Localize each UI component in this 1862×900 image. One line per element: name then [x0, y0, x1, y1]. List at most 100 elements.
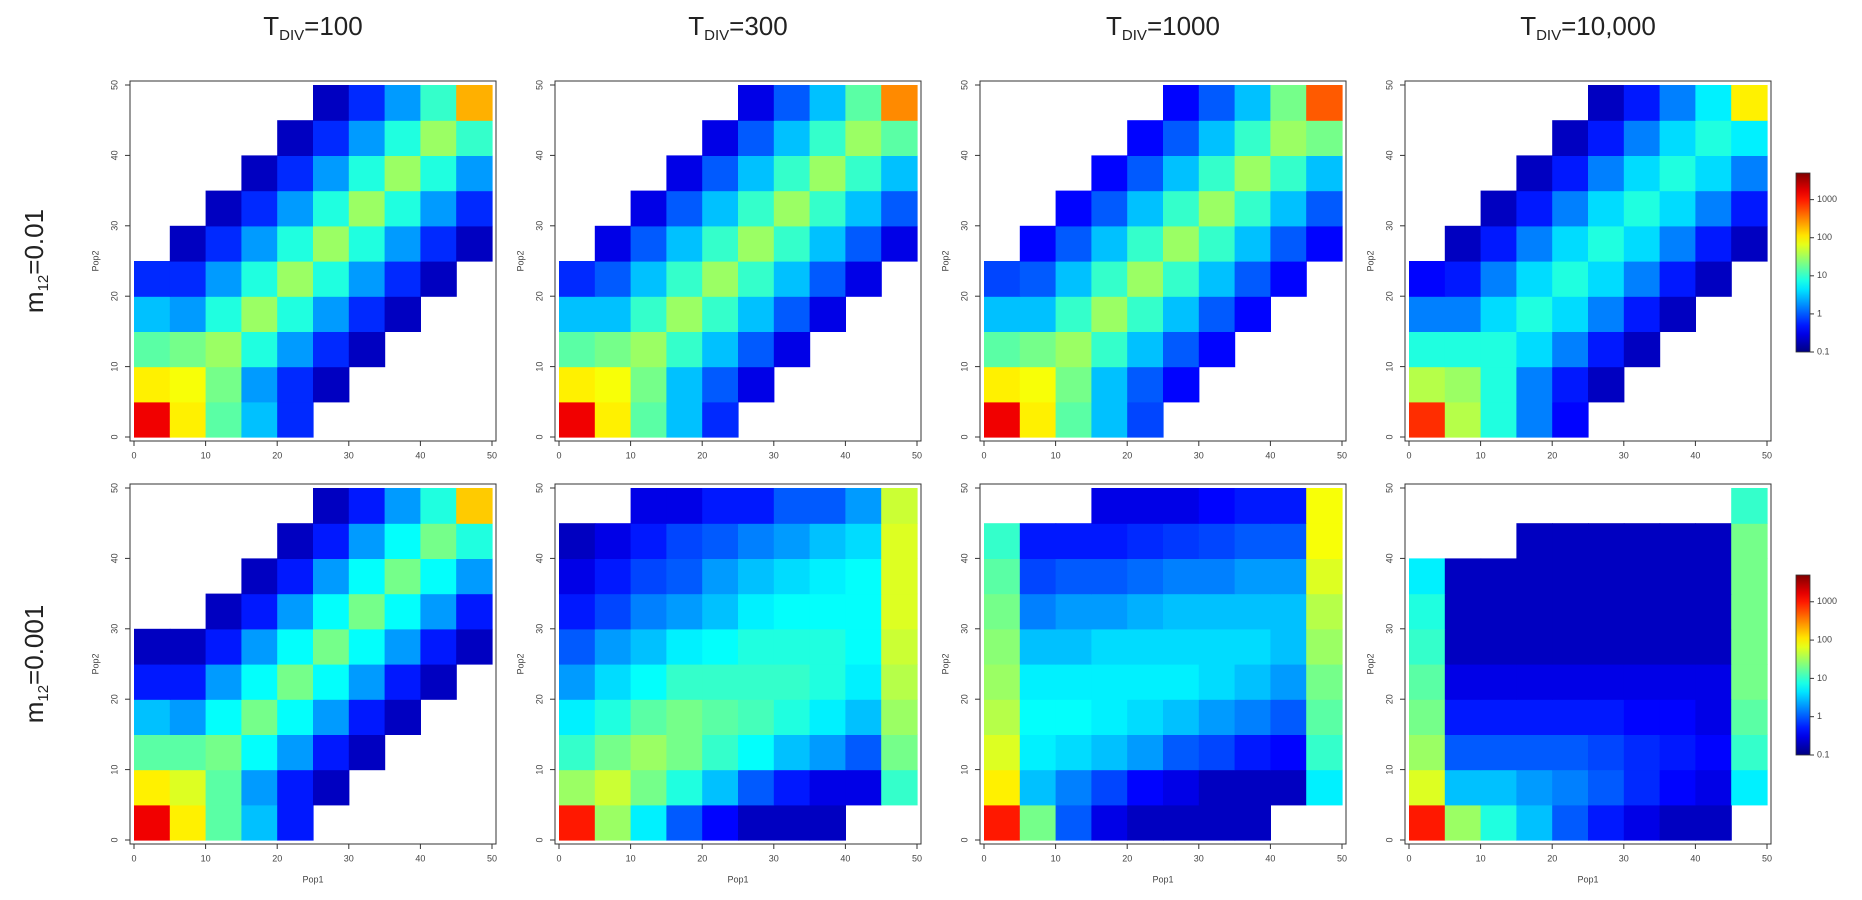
heatmap-cell [313, 523, 350, 559]
heatmap-cell [1695, 628, 1732, 665]
heatmap-cell [1659, 190, 1696, 227]
heatmap-cell [1623, 769, 1661, 806]
heatmap-cell [845, 155, 882, 192]
heatmap-cell [313, 331, 350, 368]
heatmap-cell [1055, 401, 1092, 438]
x-tick-label: 10 [201, 853, 211, 863]
heatmap-cell [738, 699, 775, 735]
plot-frame [554, 80, 922, 442]
heatmap-cell [420, 155, 457, 192]
heatmap-cell [384, 225, 421, 262]
row-label-sub: 12 [35, 275, 52, 292]
heatmap-cell [1127, 664, 1164, 700]
heatmap-cell [1409, 331, 1446, 368]
heatmap-cell [773, 190, 811, 227]
heatmap-cell [594, 331, 632, 368]
heatmap-cell [702, 190, 739, 227]
heatmap-cell [1234, 190, 1271, 227]
heatmap-cell [277, 225, 314, 262]
heatmap-cell [1552, 523, 1589, 559]
heatmap-cell [1234, 225, 1271, 262]
heatmap-cell [773, 593, 811, 630]
x-tick-label: 0 [131, 853, 136, 863]
heatmap-cell [1306, 523, 1343, 559]
heatmap-cell [169, 331, 207, 368]
heatmap-cell [384, 190, 421, 227]
y-tick-label: 50 [109, 80, 119, 90]
y-tick-label: 50 [1384, 483, 1394, 493]
heatmap-cell [1552, 331, 1589, 368]
heatmap-cell [277, 261, 314, 297]
heatmap-cell [984, 331, 1021, 368]
heatmap-cell [1270, 523, 1307, 559]
heatmap-cell [1019, 628, 1057, 665]
heatmap-cell [384, 664, 421, 700]
heatmap-cell [1234, 85, 1271, 121]
heatmap-cell [1055, 261, 1092, 297]
heatmap-cell [559, 628, 596, 665]
heatmap-cell [1234, 261, 1271, 297]
heatmap-cell [1552, 734, 1589, 771]
heatmap-cell [1234, 734, 1271, 771]
heatmap-cell [1444, 261, 1482, 297]
heatmap-cell [456, 628, 493, 665]
heatmap-cell [738, 734, 775, 771]
heatmap-cell [1480, 769, 1517, 806]
heatmap-cell [1234, 769, 1271, 806]
heatmap-cell [809, 734, 846, 771]
heatmap-cell [1127, 155, 1164, 192]
y-tick-label: 50 [1384, 80, 1394, 90]
heatmap-cell [1091, 769, 1128, 806]
colorbar-tick-label: 100 [1817, 634, 1832, 644]
heatmap-cell [1091, 664, 1128, 700]
heatmap-cell [594, 261, 632, 297]
heatmap-cell [1588, 296, 1625, 332]
heatmap-cell [241, 261, 278, 297]
heatmap-cell [845, 523, 882, 559]
heatmap-cell [1516, 225, 1553, 262]
y-tick-label: 50 [959, 80, 969, 90]
heatmap-cell [984, 261, 1021, 297]
heatmap-cell [984, 523, 1021, 559]
heatmap-cell [1163, 593, 1200, 630]
heatmap-cells [1409, 488, 1768, 841]
y-tick-label: 10 [1384, 362, 1394, 372]
heatmap-cell [384, 593, 421, 630]
heatmap-cell [738, 804, 775, 841]
y-tick-label: 0 [959, 837, 969, 842]
x-tick-label: 20 [272, 450, 282, 460]
heatmap-cell [666, 628, 703, 665]
heatmap-cell [313, 85, 350, 121]
row-label-text: =0.01 [19, 209, 49, 275]
heatmap-cell [1552, 804, 1589, 841]
row-label: m12=0.01 [19, 209, 53, 313]
heatmap-cell [205, 734, 242, 771]
heatmap-cell [1198, 261, 1236, 297]
heatmap-cell [1055, 699, 1092, 735]
heatmap-cell [1695, 664, 1732, 700]
heatmap-cell [1091, 804, 1128, 841]
heatmap-cell [205, 769, 242, 806]
heatmap-cell [1659, 593, 1696, 630]
y-tick-label: 10 [959, 765, 969, 775]
colorbar-tick-label: 0.1 [1817, 749, 1830, 759]
heatmap-cell [1516, 769, 1553, 806]
heatmap-cell [1480, 734, 1517, 771]
heatmap-cell [1516, 804, 1553, 841]
heatmap-cell [984, 664, 1021, 700]
heatmap-cell [666, 664, 703, 700]
heatmap-cell [1588, 120, 1625, 156]
heatmap-cell [666, 804, 703, 841]
heatmap-cell [666, 734, 703, 771]
heatmap-cell [1659, 699, 1696, 735]
heatmap-cell [1127, 296, 1164, 332]
heatmap-cell [1091, 628, 1128, 665]
heatmap-cell [1234, 628, 1271, 665]
heatmap-cell [420, 85, 457, 121]
heatmap-cell [1019, 261, 1057, 297]
heatmap-cell [134, 804, 171, 841]
heatmap-cell [1588, 699, 1625, 735]
heatmap-cell [384, 155, 421, 192]
heatmap-cell [1306, 85, 1343, 121]
x-tick-label: 30 [769, 853, 779, 863]
